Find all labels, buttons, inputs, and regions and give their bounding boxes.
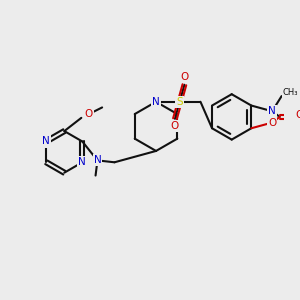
Text: N: N [78, 157, 86, 167]
Text: N: N [42, 136, 50, 146]
Text: O: O [296, 110, 300, 120]
Text: O: O [268, 118, 276, 128]
Text: N: N [94, 155, 101, 165]
Text: N: N [152, 97, 160, 107]
Text: N: N [268, 106, 276, 116]
Text: O: O [180, 72, 188, 82]
Text: O: O [85, 109, 93, 119]
Text: CH₃: CH₃ [282, 88, 298, 97]
Text: O: O [171, 122, 179, 131]
Text: S: S [176, 97, 183, 107]
